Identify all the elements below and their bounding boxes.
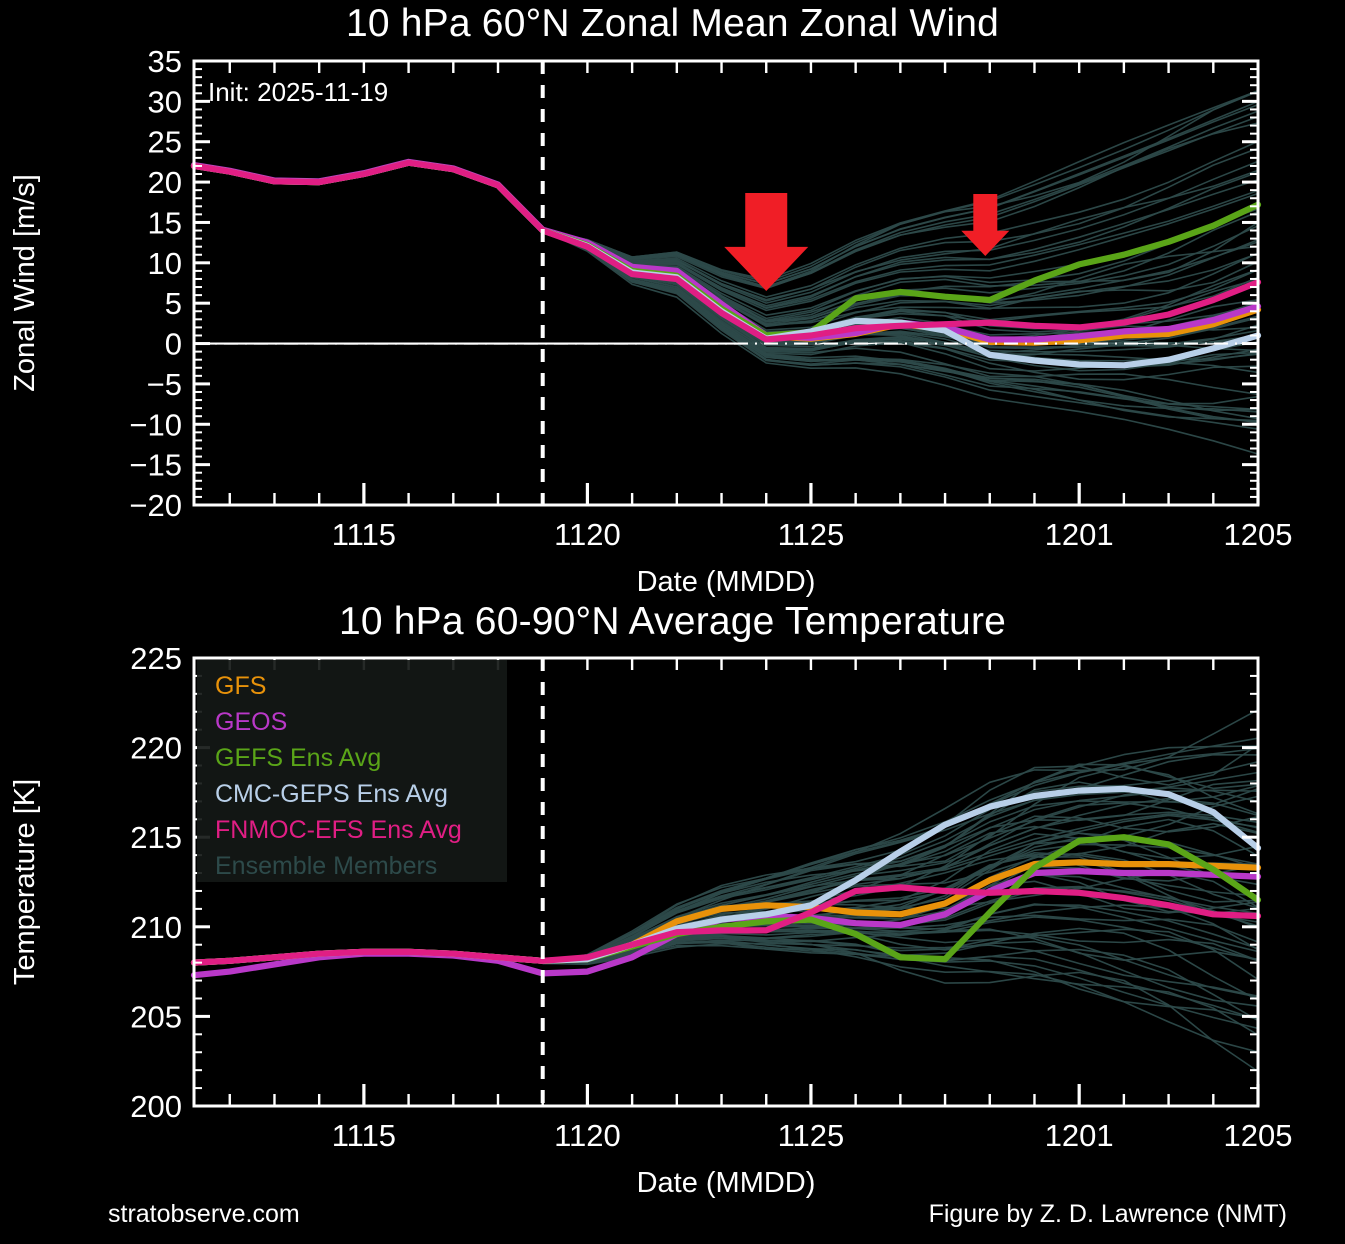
legend-entry-ensemble-members: Ensemble Members <box>215 852 437 880</box>
legend-entry-geos: GEOS <box>215 708 287 736</box>
y-tick-label: −10 <box>129 407 182 442</box>
source-site-label: stratobserve.com <box>108 1200 300 1228</box>
y-tick-label: 20 <box>148 165 182 200</box>
legend-entry-gefs-ens-avg: GEFS Ens Avg <box>215 744 381 772</box>
wind-plot-canvas: 35 30 25 20 15 10 5 0 −5 −10 −15 −20 1115 1120 1125 120… <box>9 44 1293 598</box>
x-tick-label: 1205 <box>1224 1118 1293 1153</box>
y-tick-label: 5 <box>165 286 182 321</box>
zonal-wind-panel: 10 hPa 60°N Zonal Mean Zonal Wind 35 30 25… <box>0 0 1345 600</box>
y-tick-label: 30 <box>148 84 182 119</box>
series-fnmoc-efs-ens-avg <box>190 159 1262 343</box>
figure-credit-label: Figure by Z. D. Lawrence (NMT) <box>928 1200 1287 1228</box>
x-axis-label: Date (MMDD) <box>637 1167 816 1198</box>
y-tick-label: 225 <box>130 641 182 676</box>
x-tick-label: 1115 <box>332 1118 396 1153</box>
legend-entry-gfs: GFS <box>215 672 266 700</box>
legend-background <box>197 660 507 882</box>
y-tick-label: 210 <box>130 910 182 945</box>
figure-footer: stratobserve.com Figure by Z. D. Lawrenc… <box>0 1196 1345 1242</box>
wind-panel-title: 10 hPa 60°N Zonal Mean Zonal Wind <box>345 2 1000 45</box>
legend-entry-fnmoc-efs-ens-avg: FNMOC-EFS Ens Avg <box>215 816 462 844</box>
x-tick-label: 1201 <box>1045 1118 1114 1153</box>
y-tick-label: 215 <box>130 820 182 855</box>
annotation-arrow-down-large <box>724 193 809 291</box>
x-tick-label: 1125 <box>778 517 845 552</box>
series-fnmoc-efs-ens-avg <box>190 884 1262 966</box>
temperature-plot-canvas: 225 220 215 210 205 200 1115 1120 1125 1201 1205 Da… <box>9 641 1293 1198</box>
y-axis-label: Zonal Wind [m/s] <box>9 174 41 392</box>
annotation-arrow-down-small <box>961 194 1010 256</box>
x-tick-label: 1120 <box>554 517 621 552</box>
x-tick-label: 1115 <box>332 517 396 552</box>
y-tick-label: 220 <box>130 731 182 766</box>
y-tick-label: 205 <box>130 999 182 1034</box>
x-tick-label: 1201 <box>1045 517 1114 552</box>
init-date-annotation: Init: 2025-11-19 <box>208 77 388 107</box>
y-tick-label: 10 <box>148 246 182 281</box>
legend-entry-cmc-geps-ens-avg: CMC-GEPS Ens Avg <box>215 780 448 808</box>
y-tick-label: 25 <box>148 125 182 160</box>
x-axis-label: Date (MMDD) <box>637 566 816 598</box>
temp-panel-title: 10 hPa 60-90°N Average Temperature <box>338 600 1007 643</box>
temperature-panel: 10 hPa 60-90°N Average Temperature 225 22… <box>0 598 1345 1198</box>
x-tick-label: 1120 <box>554 1118 621 1153</box>
y-tick-label: 0 <box>165 327 182 362</box>
y-axis-label: Temperature [K] <box>9 779 41 985</box>
legend: GFS GEOS GEFS Ens Avg CMC-GEPS Ens Avg FNMOC… <box>197 660 507 882</box>
y-tick-label: 200 <box>130 1089 182 1124</box>
x-tick-label: 1205 <box>1224 517 1293 552</box>
y-tick-label: 15 <box>148 205 182 240</box>
y-tick-label: 35 <box>148 44 182 79</box>
y-tick-label: −15 <box>129 448 182 483</box>
y-tick-label: −20 <box>129 488 182 523</box>
x-tick-label: 1125 <box>778 1118 845 1153</box>
y-tick-label: −5 <box>147 367 182 402</box>
